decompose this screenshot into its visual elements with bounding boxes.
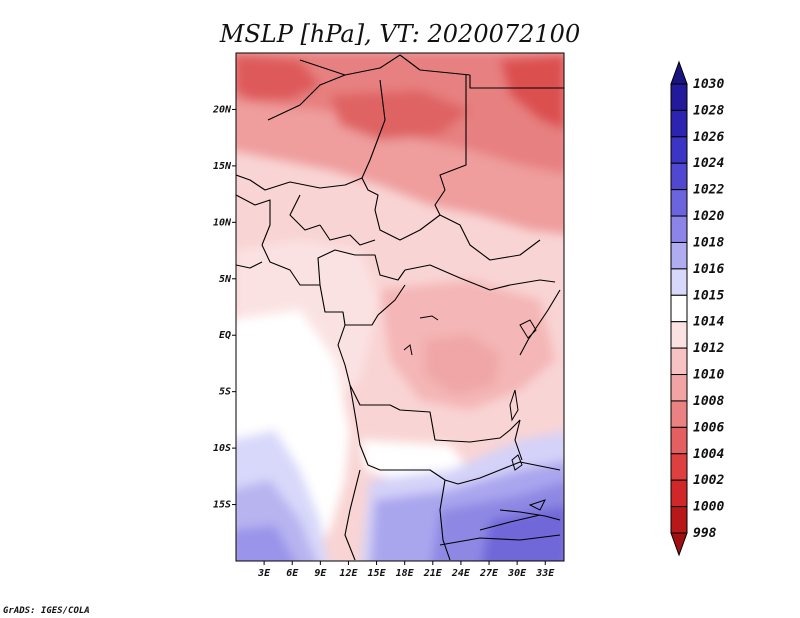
lat-tick-label: 20N bbox=[212, 104, 232, 115]
colorbar-level-label: 1030 bbox=[693, 77, 724, 92]
colorbar-level-label: 1024 bbox=[693, 156, 724, 171]
lon-tick-label: 9E bbox=[314, 568, 327, 579]
lon-tick-label: 27E bbox=[479, 568, 499, 579]
map-panel bbox=[236, 53, 564, 561]
lon-tick-label: 21E bbox=[423, 568, 443, 579]
colorbar-cell bbox=[670, 109, 688, 138]
colorbar-level-label: 1016 bbox=[693, 262, 724, 277]
latitude-axis: 20N 15N 10N 5N EQ 5S 10S 15S bbox=[212, 104, 236, 511]
colorbar-cell bbox=[670, 374, 688, 402]
colorbar-cell bbox=[670, 83, 688, 111]
colorbar-level-label: 1008 bbox=[693, 394, 724, 409]
lat-tick-label: 5N bbox=[219, 274, 232, 285]
lon-tick-label: 30E bbox=[507, 568, 527, 579]
colorbar-level-label: 1000 bbox=[693, 500, 724, 515]
colorbar-cell bbox=[670, 506, 688, 534]
colorbar-level-label: 1015 bbox=[693, 288, 724, 303]
lakes bbox=[403, 315, 546, 511]
colorbar-level-label: 1010 bbox=[693, 368, 724, 383]
lon-tick-label: 3E bbox=[257, 568, 271, 579]
colorbar-cell bbox=[670, 426, 688, 455]
map-title: MSLP [hPa], VT: 2020072100 bbox=[219, 20, 580, 48]
colorbar-cell bbox=[670, 268, 688, 296]
colorbar-cell bbox=[670, 136, 688, 164]
colorbar-cell bbox=[670, 321, 688, 349]
colorbar-cell bbox=[670, 347, 688, 376]
colorbar-cell bbox=[670, 479, 688, 508]
lon-tick-label: 6E bbox=[286, 568, 299, 579]
lat-tick-label: 15S bbox=[213, 500, 231, 511]
colorbar-cell bbox=[670, 189, 688, 217]
country-borders bbox=[236, 54, 564, 561]
colorbar-cell bbox=[670, 241, 688, 270]
longitude-axis: 3E 6E 9E 12E 15E 18E 21E 24E 27E 30E 33E bbox=[257, 561, 555, 579]
colorbar-level-label: 1006 bbox=[693, 420, 724, 435]
colorbar-cell bbox=[670, 215, 688, 243]
colorbar-level-label: 1020 bbox=[693, 209, 724, 224]
pressure-field-shading bbox=[236, 53, 564, 561]
colorbar-level-label: 1018 bbox=[693, 235, 724, 250]
lat-tick-label: 15N bbox=[213, 161, 232, 172]
colorbar-level-label: 998 bbox=[693, 526, 717, 541]
colorbar-level-label: 1026 bbox=[693, 130, 724, 145]
lon-tick-label: 24E bbox=[451, 568, 471, 579]
lat-tick-label: 10S bbox=[213, 443, 231, 454]
colorbar-level-label: 1012 bbox=[693, 341, 724, 356]
colorbar-level-label: 1022 bbox=[693, 183, 724, 198]
lon-tick-label: 12E bbox=[339, 568, 358, 579]
colorbar-cell bbox=[670, 453, 688, 481]
colorbar-level-label: 1002 bbox=[693, 473, 724, 488]
colorbar-bottom-arrow bbox=[670, 532, 688, 557]
lon-tick-label: 33E bbox=[535, 568, 555, 579]
map-frame bbox=[235, 52, 565, 562]
colorbar-level-label: 1014 bbox=[693, 315, 724, 330]
grads-credit: GrADS: IGES/COLA bbox=[3, 606, 90, 616]
colorbar-cell bbox=[670, 294, 688, 323]
colorbar-legend: 1030 1028 1026 1024 1022 1020 1018 1016 1015 1014… bbox=[670, 60, 724, 557]
lat-tick-label: 5S bbox=[219, 387, 231, 398]
colorbar-level-label: 1028 bbox=[693, 103, 724, 118]
lat-tick-label: EQ bbox=[219, 330, 231, 341]
colorbar-cell bbox=[670, 400, 688, 428]
colorbar-level-label: 1004 bbox=[693, 447, 724, 462]
lon-tick-label: 18E bbox=[396, 568, 415, 579]
lat-tick-label: 10N bbox=[213, 217, 232, 228]
colorbar-top-arrow bbox=[670, 60, 688, 85]
colorbar-cell bbox=[670, 162, 688, 191]
lon-tick-label: 15E bbox=[368, 568, 387, 579]
